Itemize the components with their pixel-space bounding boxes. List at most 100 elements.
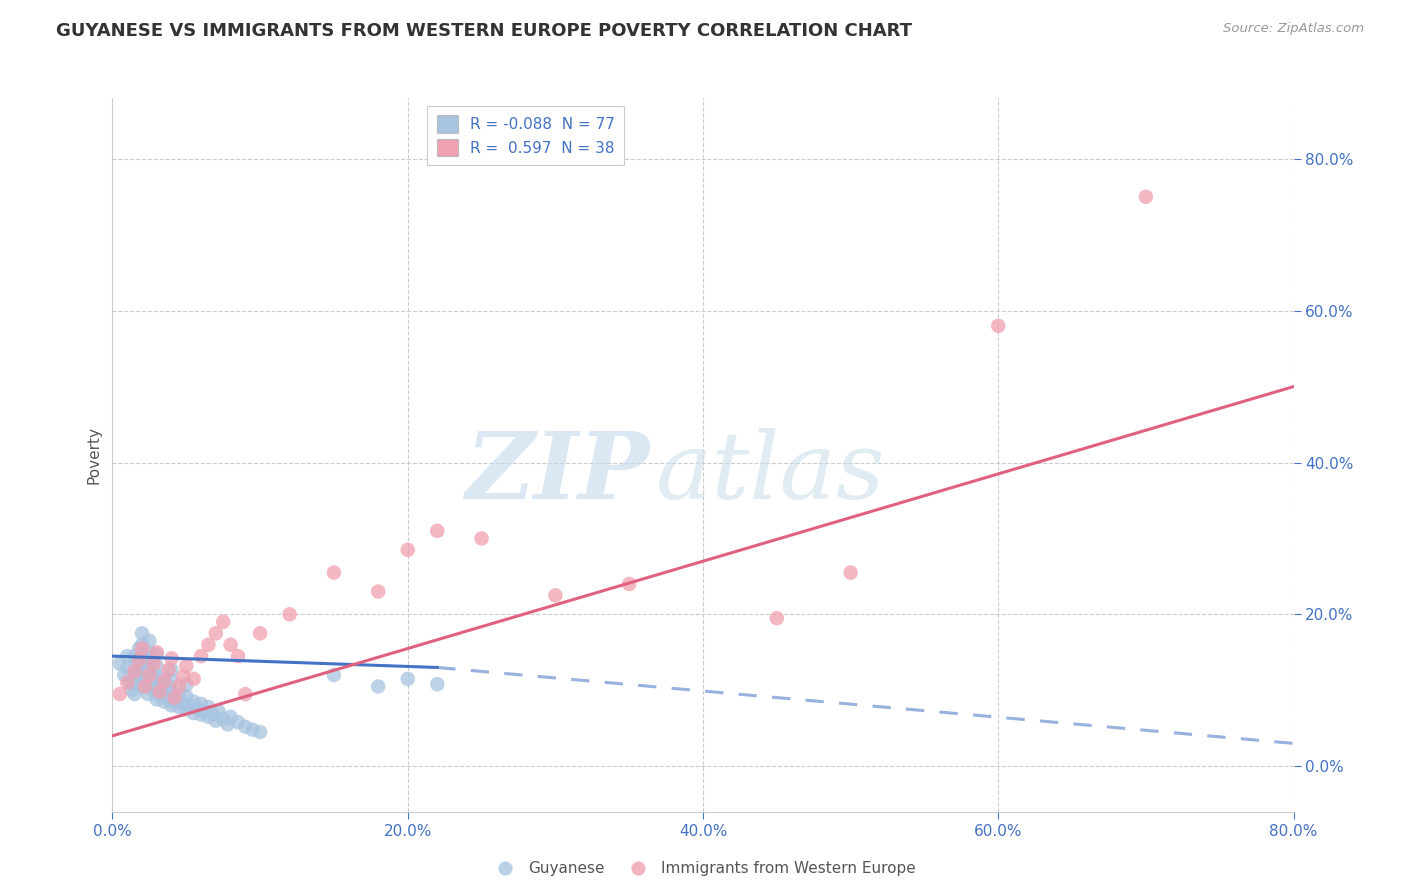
- Point: [160, 698, 183, 713]
- Point: [197, 710, 219, 724]
- Point: [174, 702, 197, 716]
- Point: [190, 697, 212, 711]
- Point: [131, 638, 153, 652]
- Point: [146, 670, 169, 684]
- Point: [146, 645, 169, 659]
- Point: [124, 672, 146, 686]
- Point: [174, 690, 197, 704]
- Text: GUYANESE VS IMMIGRANTS FROM WESTERN EUROPE POVERTY CORRELATION CHART: GUYANESE VS IMMIGRANTS FROM WESTERN EURO…: [56, 22, 912, 40]
- Point: [766, 611, 789, 625]
- Point: [153, 674, 176, 689]
- Point: [242, 723, 264, 737]
- Point: [138, 657, 160, 671]
- Point: [1135, 190, 1157, 204]
- Point: [212, 712, 235, 726]
- Point: [249, 725, 271, 739]
- Point: [179, 698, 201, 713]
- Point: [128, 641, 150, 656]
- Point: [197, 700, 219, 714]
- Point: [323, 566, 346, 580]
- Point: [146, 692, 169, 706]
- Point: [396, 672, 419, 686]
- Point: [172, 697, 194, 711]
- Point: [134, 680, 156, 694]
- Point: [396, 542, 419, 557]
- Point: [134, 674, 156, 689]
- Point: [146, 659, 169, 673]
- Point: [138, 645, 160, 659]
- Point: [544, 588, 567, 602]
- Point: [128, 653, 150, 667]
- Point: [190, 707, 212, 722]
- Point: [470, 532, 494, 546]
- Point: [153, 695, 176, 709]
- Text: atlas: atlas: [655, 428, 886, 517]
- Y-axis label: Poverty: Poverty: [86, 425, 101, 484]
- Point: [426, 524, 449, 538]
- Point: [157, 663, 180, 677]
- Point: [190, 649, 212, 664]
- Point: [839, 566, 862, 580]
- Point: [212, 615, 235, 629]
- Point: [205, 714, 228, 728]
- Point: [183, 672, 205, 686]
- Point: [323, 668, 346, 682]
- Point: [183, 706, 205, 720]
- Point: [160, 674, 183, 689]
- Point: [163, 690, 186, 705]
- Point: [138, 634, 160, 648]
- Point: [197, 638, 219, 652]
- Legend: Guyanese, Immigrants from Western Europe: Guyanese, Immigrants from Western Europe: [484, 855, 922, 882]
- Point: [117, 675, 138, 690]
- Point: [153, 683, 176, 698]
- Point: [187, 702, 209, 716]
- Point: [149, 689, 172, 703]
- Point: [128, 665, 150, 679]
- Point: [367, 680, 389, 694]
- Point: [160, 651, 183, 665]
- Point: [226, 649, 249, 664]
- Point: [131, 680, 153, 694]
- Point: [987, 318, 1010, 333]
- Point: [219, 710, 242, 724]
- Point: [163, 695, 186, 709]
- Point: [367, 584, 389, 599]
- Point: [124, 687, 146, 701]
- Point: [201, 707, 224, 722]
- Point: [167, 680, 190, 694]
- Point: [219, 638, 242, 652]
- Point: [193, 705, 215, 719]
- Point: [146, 648, 169, 662]
- Point: [142, 670, 165, 684]
- Point: [226, 715, 249, 730]
- Point: [174, 678, 197, 692]
- Point: [131, 626, 153, 640]
- Point: [128, 653, 150, 667]
- Point: [153, 672, 176, 686]
- Point: [134, 662, 156, 676]
- Point: [174, 659, 197, 673]
- Point: [157, 680, 180, 694]
- Point: [108, 657, 131, 671]
- Point: [138, 666, 160, 681]
- Point: [167, 687, 190, 701]
- Point: [120, 675, 142, 690]
- Point: [138, 668, 160, 682]
- Point: [619, 577, 641, 591]
- Point: [131, 657, 153, 671]
- Point: [142, 683, 165, 698]
- Text: Source: ZipAtlas.com: Source: ZipAtlas.com: [1223, 22, 1364, 36]
- Point: [131, 641, 153, 656]
- Point: [112, 668, 135, 682]
- Point: [208, 705, 231, 719]
- Point: [149, 685, 172, 699]
- Point: [278, 607, 301, 622]
- Point: [124, 649, 146, 664]
- Point: [108, 687, 131, 701]
- Point: [136, 687, 159, 701]
- Point: [165, 690, 187, 704]
- Point: [160, 685, 183, 699]
- Point: [117, 660, 138, 674]
- Point: [142, 657, 165, 671]
- Point: [124, 665, 146, 679]
